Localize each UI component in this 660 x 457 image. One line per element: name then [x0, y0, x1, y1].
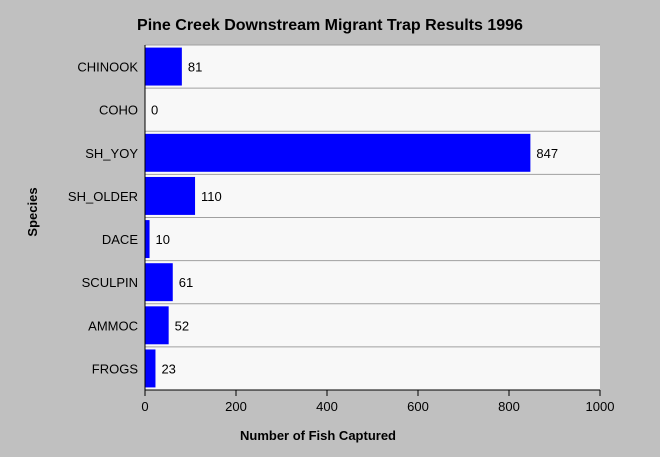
data-label: 81 [188, 60, 202, 75]
data-label: 10 [156, 232, 170, 247]
y-tick-labels: CHINOOK COHO SH_YOY SH_OLDER DACE SCULPIN AMMO… [68, 60, 138, 377]
data-label: 110 [201, 189, 222, 204]
grid-lines [145, 44, 600, 348]
y-tick-label: DACE [102, 232, 138, 247]
bar-sh-yoy [145, 133, 531, 172]
y-tick-label: SCULPIN [82, 275, 138, 290]
bar-frogs [145, 349, 156, 388]
x-tick-label: 600 [407, 399, 429, 414]
data-label: 23 [161, 361, 175, 376]
x-tick-label: 200 [225, 399, 247, 414]
x-tick-label: 1000 [586, 399, 615, 414]
y-tick-label: SH_YOY [85, 146, 138, 161]
data-labels: 81 0 847 110 10 61 52 23 [151, 60, 558, 377]
x-tick-label: 400 [316, 399, 338, 414]
chart-title: Pine Creek Downstream Migrant Trap Resul… [137, 17, 523, 34]
bar-sculpin [145, 263, 173, 302]
bar-dace [145, 220, 150, 259]
bar-chinook [145, 47, 182, 86]
x-axis-label: Number of Fish Captured [240, 428, 396, 443]
x-tick-label: 800 [498, 399, 520, 414]
bar-sh-older [145, 176, 196, 215]
y-tick-label: AMMOC [88, 318, 138, 333]
y-tick-label: CHINOOK [77, 60, 138, 75]
x-tick-label: 0 [141, 399, 148, 414]
data-label: 847 [536, 146, 558, 161]
data-label: 0 [151, 103, 158, 118]
y-tick-label: COHO [99, 103, 138, 118]
data-label: 52 [175, 318, 189, 333]
x-ticks: 0 200 400 600 800 1000 [141, 390, 614, 414]
bar-ammoc [145, 306, 169, 345]
data-label: 61 [179, 275, 193, 290]
y-axis-label: Species [25, 187, 40, 236]
y-tick-label: SH_OLDER [68, 189, 138, 204]
bars [145, 47, 531, 388]
y-tick-label: FROGS [92, 361, 139, 376]
